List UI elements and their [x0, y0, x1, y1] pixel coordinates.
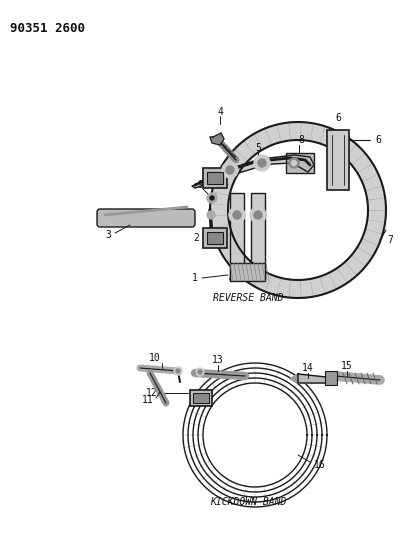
Text: 11: 11 — [142, 395, 154, 405]
Text: 15: 15 — [341, 361, 353, 371]
Text: 8: 8 — [298, 135, 304, 145]
Circle shape — [258, 159, 266, 167]
Wedge shape — [251, 273, 265, 280]
Circle shape — [198, 370, 202, 374]
Text: REVERSE BAND: REVERSE BAND — [213, 293, 283, 303]
Circle shape — [229, 207, 245, 223]
Circle shape — [176, 369, 180, 373]
Bar — [286, 153, 314, 173]
Text: 6: 6 — [375, 135, 381, 145]
Bar — [203, 168, 227, 188]
Circle shape — [222, 162, 238, 178]
Bar — [325, 371, 337, 385]
Text: 2: 2 — [193, 233, 199, 243]
Text: 9: 9 — [197, 180, 203, 190]
Bar — [207, 232, 223, 244]
Polygon shape — [298, 374, 326, 383]
Text: 12: 12 — [146, 388, 158, 398]
Bar — [230, 263, 265, 281]
Circle shape — [226, 166, 234, 174]
Bar — [327, 130, 349, 190]
Circle shape — [196, 368, 204, 376]
PathPatch shape — [210, 122, 386, 298]
Polygon shape — [210, 133, 224, 145]
Circle shape — [289, 158, 299, 168]
Text: 4: 4 — [217, 107, 223, 117]
Text: KICKDOWN BAND: KICKDOWN BAND — [210, 497, 286, 507]
Bar — [190, 390, 212, 406]
Bar — [251, 193, 265, 280]
Text: 14: 14 — [302, 363, 314, 373]
Wedge shape — [230, 273, 244, 280]
Text: 1: 1 — [192, 273, 198, 283]
Circle shape — [250, 207, 266, 223]
Bar — [207, 172, 223, 184]
Circle shape — [174, 367, 182, 375]
Text: 13: 13 — [212, 355, 224, 365]
Text: 10: 10 — [149, 353, 161, 363]
Circle shape — [210, 196, 214, 200]
Bar — [230, 193, 244, 280]
Text: 6: 6 — [335, 113, 341, 123]
Circle shape — [233, 211, 241, 219]
Circle shape — [207, 193, 217, 203]
Text: 90351 2600: 90351 2600 — [10, 22, 85, 35]
Text: 5: 5 — [255, 143, 261, 153]
Circle shape — [207, 211, 215, 219]
Circle shape — [254, 155, 270, 171]
Polygon shape — [290, 374, 298, 383]
Text: 7: 7 — [387, 235, 393, 245]
Bar — [203, 228, 227, 248]
Bar — [193, 393, 209, 403]
Text: 3: 3 — [105, 230, 111, 240]
Circle shape — [254, 211, 262, 219]
Circle shape — [291, 160, 297, 166]
Text: 16: 16 — [314, 460, 326, 470]
Polygon shape — [192, 155, 314, 188]
FancyBboxPatch shape — [97, 209, 195, 227]
